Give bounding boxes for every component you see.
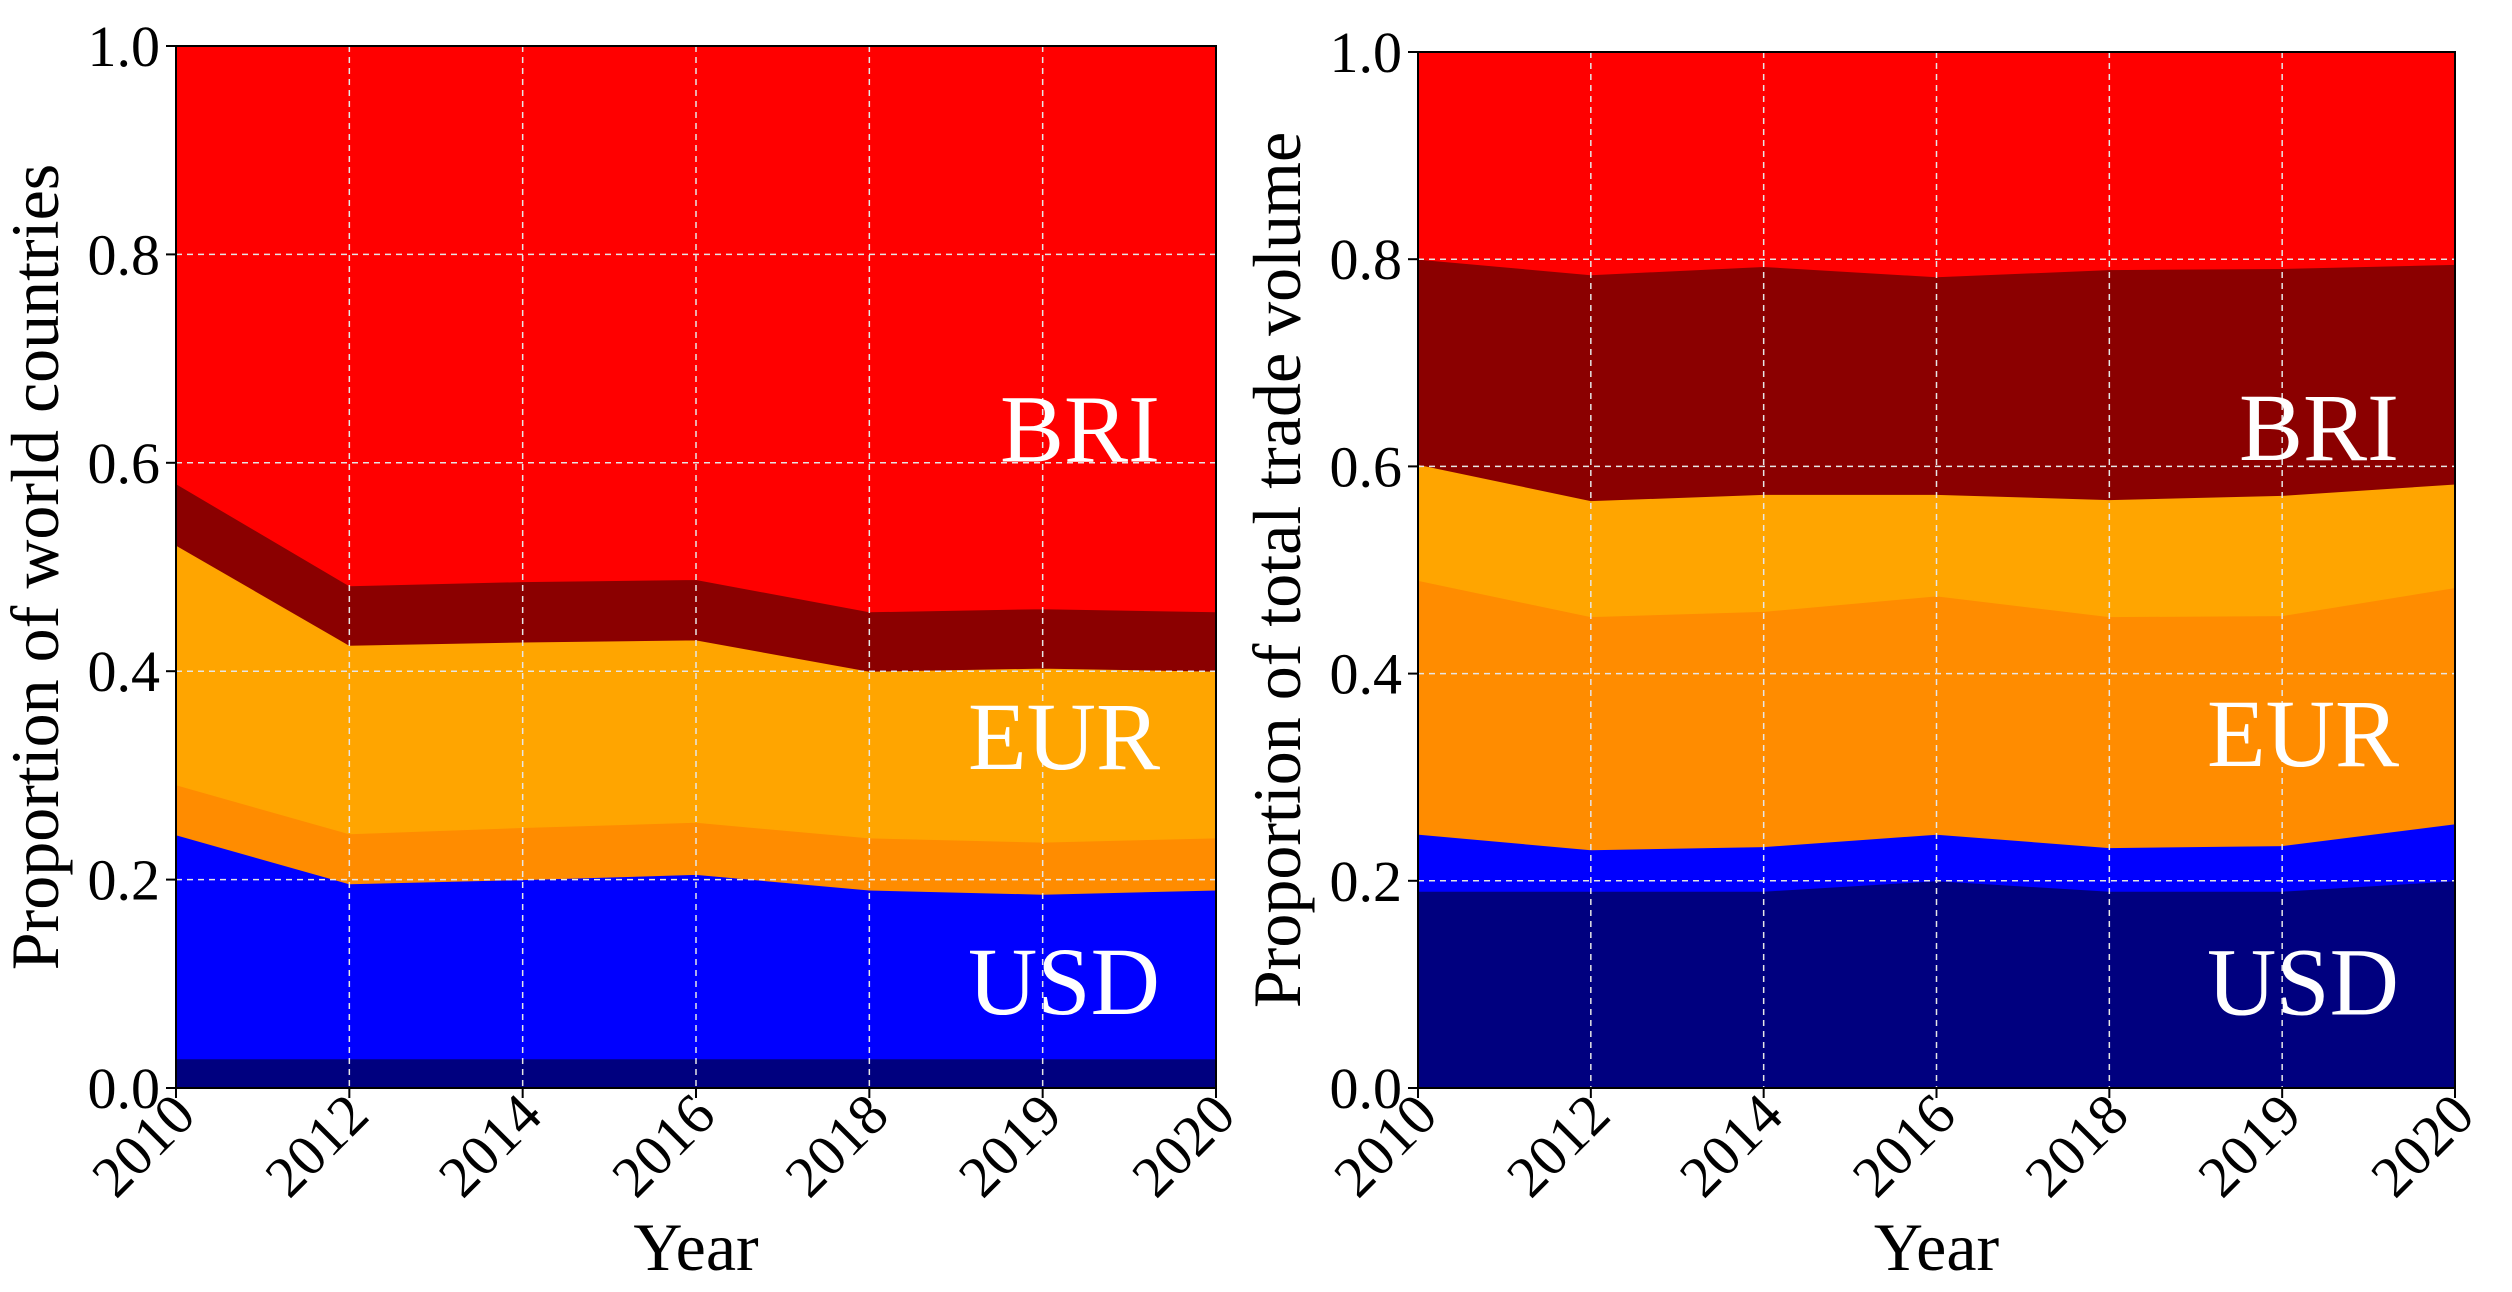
- right-group-label-eur: EUR: [2207, 680, 2399, 787]
- right-group-label-bri: BRI: [2239, 374, 2399, 481]
- left-chart-group-labels: BRI EUR USD: [968, 376, 1160, 1035]
- right-y-tick-label: 0.0: [1330, 1056, 1403, 1121]
- left-group-label-eur: EUR: [968, 683, 1160, 790]
- left-chart-y-axis-label: Proportion of world countries: [0, 164, 73, 970]
- right-group-label-usd: USD: [2207, 928, 2399, 1035]
- left-y-tick-label: 1.0: [88, 14, 161, 79]
- right-chart-group-labels: BRI EUR USD: [2207, 374, 2399, 1035]
- left-y-tick-label: 0.4: [88, 639, 161, 704]
- left-chart-areas: [175, 45, 1217, 1089]
- right-chart-x-axis-label: Year: [1874, 1209, 2000, 1285]
- left-area-bri: [175, 45, 1217, 613]
- left-group-label-usd: USD: [968, 928, 1160, 1035]
- right-y-tick-label: 0.6: [1330, 434, 1403, 499]
- right-chart-y-ticks: 0.0 0.2 0.4 0.6 0.8 1.0: [1330, 20, 1418, 1121]
- right-y-tick-label: 1.0: [1330, 20, 1403, 85]
- right-y-tick-label: 0.4: [1330, 642, 1403, 707]
- left-chart-y-ticks: 0.0 0.2 0.4 0.6 0.8 1.0: [88, 14, 176, 1121]
- right-y-tick-label: 0.8: [1330, 227, 1403, 292]
- left-group-label-bri: BRI: [1000, 376, 1160, 483]
- right-y-tick-label: 0.2: [1330, 849, 1403, 914]
- right-chart-y-axis-label: Proportion of total trade volume: [1239, 132, 1315, 1008]
- left-chart: 0.00.20.40.60.81.0 2010 2012 2014 2016 2018 2…: [0, 14, 1247, 1285]
- left-y-tick-label: 0.2: [88, 848, 161, 913]
- left-y-tick-label: 0.6: [88, 431, 161, 496]
- right-chart: 0.00.20.40.60.81.0 2010 2012 2014 2016 2018 2…: [1239, 20, 2486, 1285]
- left-y-tick-label: 0.0: [88, 1056, 161, 1121]
- left-chart-x-axis-label: Year: [633, 1209, 759, 1285]
- left-y-tick-label: 0.8: [88, 222, 161, 287]
- right-chart-areas: [1417, 51, 2456, 1089]
